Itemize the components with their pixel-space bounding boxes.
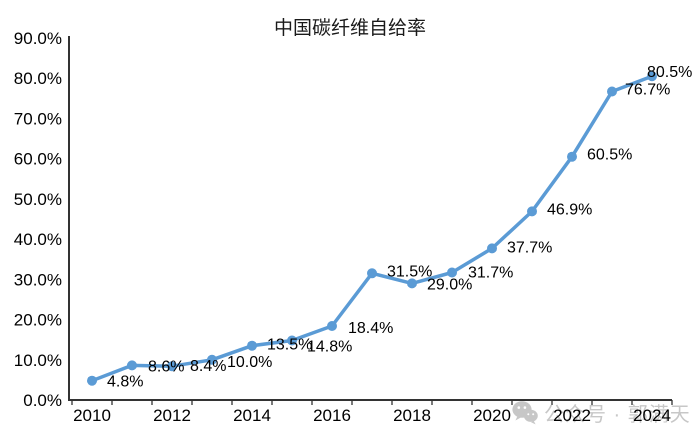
data-label-2022: 60.5% — [587, 147, 632, 164]
data-label-2012: 8.4% — [190, 358, 226, 375]
data-label-2016: 18.4% — [348, 320, 393, 337]
data-label-2011: 8.6% — [148, 358, 184, 375]
data-label-2014: 13.5% — [267, 337, 312, 354]
data-point-2022 — [567, 151, 577, 162]
x-tick-label: 2024 — [633, 406, 671, 425]
y-tick-label: 90.0% — [14, 29, 62, 48]
data-label-2019: 31.7% — [468, 265, 513, 282]
x-tick-label: 2010 — [73, 406, 111, 425]
data-point-2020 — [487, 243, 497, 254]
chart-title: 中国碳纤维自给率 — [273, 17, 426, 39]
x-tick-label: 2012 — [153, 406, 191, 425]
x-tick-label: 2016 — [313, 406, 351, 425]
watermark: 公众号 · 郭满天 — [512, 398, 691, 427]
data-label-2017: 31.5% — [387, 263, 432, 280]
data-label-2010: 4.8% — [107, 374, 143, 391]
y-tick-label: 30.0% — [14, 270, 62, 289]
data-point-2021 — [527, 206, 537, 217]
wechat-icon — [512, 401, 538, 425]
x-tick-label: 2014 — [233, 406, 271, 425]
y-tick-label: 70.0% — [14, 109, 62, 128]
x-tick-label: 2018 — [393, 406, 431, 425]
y-tick-label: 0.0% — [23, 391, 62, 410]
x-tick-label: 2020 — [473, 406, 511, 425]
data-point-2014 — [247, 340, 257, 351]
watermark-text: 公众号 · 郭满天 — [544, 404, 691, 426]
data-point-2011 — [127, 360, 137, 371]
data-point-2015 — [287, 335, 297, 346]
data-point-2012 — [167, 361, 177, 372]
data-point-2019 — [447, 267, 457, 278]
x-tick-label: 2022 — [553, 406, 591, 425]
data-label-2018: 29.0% — [427, 276, 472, 293]
y-tick-label: 40.0% — [14, 230, 62, 249]
y-tick-label: 20.0% — [14, 311, 62, 330]
data-label-2023: 76.7% — [625, 82, 670, 99]
data-label-2024: 80.5% — [647, 64, 692, 81]
data-point-2024 — [647, 71, 657, 82]
data-point-2013 — [207, 354, 217, 365]
data-point-2018 — [407, 278, 417, 289]
data-label-2021: 46.9% — [547, 201, 592, 218]
y-tick-label: 50.0% — [14, 190, 62, 209]
data-label-2013: 10.0% — [227, 354, 272, 371]
y-tick-label: 10.0% — [14, 351, 62, 370]
data-label-2015: 14.8% — [307, 339, 352, 356]
y-tick-label: 60.0% — [14, 150, 62, 169]
data-point-2023 — [607, 86, 617, 97]
data-point-2016 — [327, 321, 337, 331]
y-tick-label: 80.0% — [14, 69, 62, 88]
data-point-2010 — [87, 375, 97, 386]
data-label-2020: 37.7% — [507, 239, 552, 256]
data-point-2017 — [367, 268, 377, 279]
